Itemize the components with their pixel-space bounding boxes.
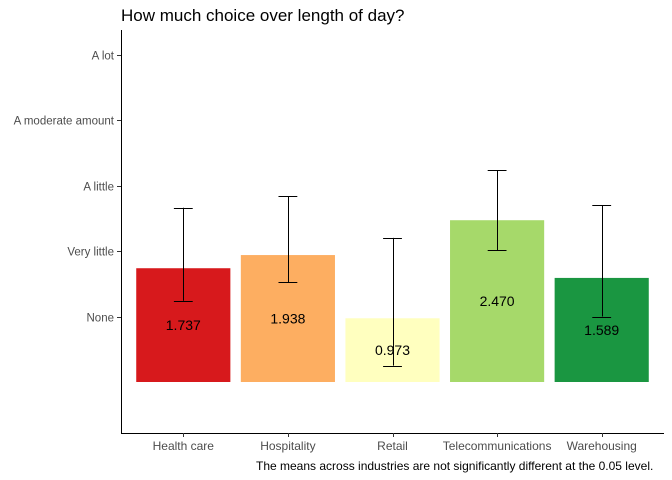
x-tick-label: Retail <box>377 439 408 453</box>
y-tick-label: Very little <box>67 247 114 259</box>
x-ticks-layer: Health care Hospitality Retail Telecommunic… <box>153 433 637 453</box>
bar-warehousing <box>554 277 649 382</box>
x-tick-label: Telecommunications <box>443 439 552 453</box>
data-label: 1.938 <box>270 311 305 327</box>
data-label: 1.589 <box>584 322 619 338</box>
chart-title: How much choice over length of day? <box>121 6 405 25</box>
y-tick-label: A little <box>83 182 114 194</box>
y-tick-label: None <box>87 313 115 325</box>
x-tick-label: Health care <box>153 439 215 453</box>
data-label: 0.973 <box>375 342 410 358</box>
bar-retail <box>345 318 440 382</box>
x-tick-label: Warehousing <box>567 439 637 453</box>
bar-hospitality <box>240 255 335 382</box>
axes-layer <box>121 30 664 434</box>
chart-caption: The means across industries are not sign… <box>256 459 654 473</box>
error-bars-layer <box>173 170 612 367</box>
x-tick-label: Hospitality <box>260 439 315 453</box>
data-label: 1.737 <box>166 317 201 333</box>
data-label: 2.470 <box>480 293 515 309</box>
bars-layer <box>136 220 649 382</box>
y-ticks-layer: None Very little A little A moderate amount… <box>14 51 121 325</box>
y-tick-label: A moderate amount <box>14 116 115 128</box>
y-tick-label: A lot <box>92 51 115 63</box>
data-labels-layer: 1.737 1.938 0.973 2.470 1.589 <box>166 293 620 358</box>
